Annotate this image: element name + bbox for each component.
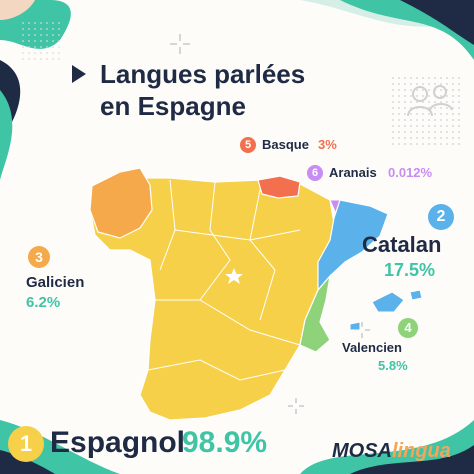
people-icon bbox=[407, 85, 453, 117]
badge-galicien: 3 bbox=[28, 246, 50, 268]
region-catalan bbox=[317, 199, 389, 292]
label-espagnol: Espagnol bbox=[50, 426, 186, 459]
top-left-wave-peach bbox=[0, 0, 35, 20]
balearic-islands bbox=[371, 291, 405, 313]
region-galicien bbox=[89, 167, 153, 239]
percent-catalan: 17.5% bbox=[384, 260, 436, 280]
region-valencien bbox=[299, 273, 331, 353]
dot-pattern-left bbox=[20, 20, 60, 60]
sparkle-icon bbox=[354, 322, 370, 338]
badge-aranais: 6 bbox=[307, 165, 323, 181]
percent-valencien: 5.8% bbox=[378, 358, 408, 373]
balearic-islands bbox=[409, 289, 423, 301]
province-borders bbox=[147, 179, 301, 381]
badge-catalan: 2 bbox=[428, 204, 454, 230]
badge-basque: 5 bbox=[240, 137, 256, 153]
brand-logo-part1: MOSA bbox=[332, 440, 392, 462]
percent-aranais: 0.012% bbox=[388, 165, 433, 180]
label-valencien: Valencien bbox=[342, 340, 402, 355]
badge-valencien: 4 bbox=[398, 318, 418, 338]
percent-espagnol: 98.9% bbox=[182, 426, 268, 459]
page-title: Langues parlées en Espagne bbox=[96, 58, 396, 122]
title-line-1: Langues parlées bbox=[96, 58, 310, 90]
balearic-islands bbox=[349, 321, 361, 331]
label-galicien: Galicien bbox=[26, 274, 85, 291]
label-basque: Basque bbox=[262, 137, 309, 152]
badge-espagnol: 1 bbox=[8, 426, 44, 462]
title-line-2: en Espagne bbox=[96, 90, 250, 122]
title-triangle-icon bbox=[72, 65, 86, 83]
bottom-right-wave-navy bbox=[350, 445, 474, 474]
label-catalan: Catalan bbox=[362, 232, 442, 257]
dot-pattern-right bbox=[390, 75, 460, 145]
percent-basque: 3% bbox=[318, 137, 337, 152]
brand-logo: MOSAlingua bbox=[332, 440, 451, 463]
sparkle-icon bbox=[288, 398, 304, 414]
label-aranais: Aranais bbox=[329, 165, 377, 180]
brand-logo-part2: lingua bbox=[392, 440, 451, 462]
sparkle-icon bbox=[170, 34, 190, 54]
region-basque bbox=[257, 175, 301, 199]
top-right-wave-navy bbox=[400, 0, 474, 45]
percent-galicien: 6.2% bbox=[26, 294, 61, 311]
left-wave-teal bbox=[0, 90, 13, 180]
capital-star-icon bbox=[225, 268, 243, 284]
